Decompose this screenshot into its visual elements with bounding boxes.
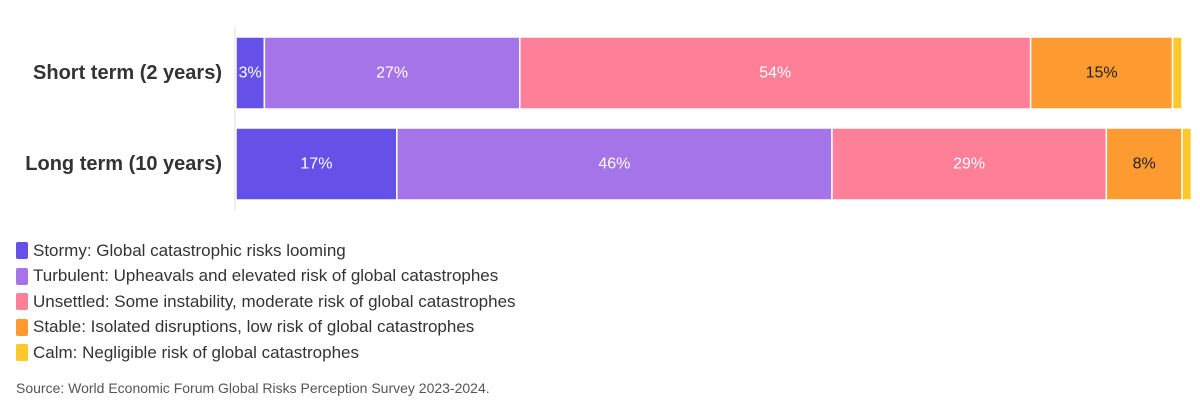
- legend-swatch: [16, 293, 28, 311]
- legend: Stormy: Global catastrophic risks loomin…: [16, 238, 516, 366]
- legend-item: Stormy: Global catastrophic risks loomin…: [16, 238, 516, 264]
- bar-segment: [1171, 36, 1183, 110]
- category-label: Long term (10 years): [25, 153, 222, 175]
- bar-segment: [396, 127, 833, 201]
- stacked-bar-chart: Short term (2 years) 3% 27% 54% 15% Long term…: [25, 27, 1193, 210]
- legend-label: Calm: Negligible risk of global catastro…: [33, 342, 359, 362]
- category-label: Short term (2 years): [33, 62, 222, 84]
- bar-segment: [519, 36, 1032, 110]
- legend-item: Turbulent: Upheavals and elevated risk o…: [16, 264, 516, 290]
- data-label: 8%: [1133, 156, 1156, 173]
- legend-label: Stable: Isolated disruptions, low risk o…: [33, 317, 475, 337]
- source-note: Source: World Economic Forum Global Risk…: [16, 380, 490, 396]
- legend-swatch: [16, 242, 28, 260]
- legend-label: Stormy: Global catastrophic risks loomin…: [33, 240, 346, 260]
- legend-item: Unsettled: Some instability, moderate ri…: [16, 289, 516, 315]
- data-label: 15%: [1086, 65, 1118, 82]
- data-label: 54%: [759, 65, 791, 82]
- legend-label: Turbulent: Upheavals and elevated risk o…: [33, 266, 499, 286]
- legend-item: Stable: Isolated disruptions, low risk o…: [16, 315, 516, 341]
- data-label: 46%: [598, 156, 630, 173]
- legend-swatch: [16, 318, 28, 336]
- data-label: 3%: [239, 65, 262, 82]
- legend-swatch: [16, 344, 28, 362]
- bar-segment: [1181, 127, 1193, 201]
- bar-segment: [263, 36, 521, 110]
- data-label: 27%: [376, 65, 408, 82]
- data-label: 17%: [300, 156, 332, 173]
- legend-label: Unsettled: Some instability, moderate ri…: [33, 291, 516, 311]
- legend-item: Calm: Negligible risk of global catastro…: [16, 340, 516, 366]
- data-label: 29%: [953, 156, 985, 173]
- legend-swatch: [16, 267, 28, 285]
